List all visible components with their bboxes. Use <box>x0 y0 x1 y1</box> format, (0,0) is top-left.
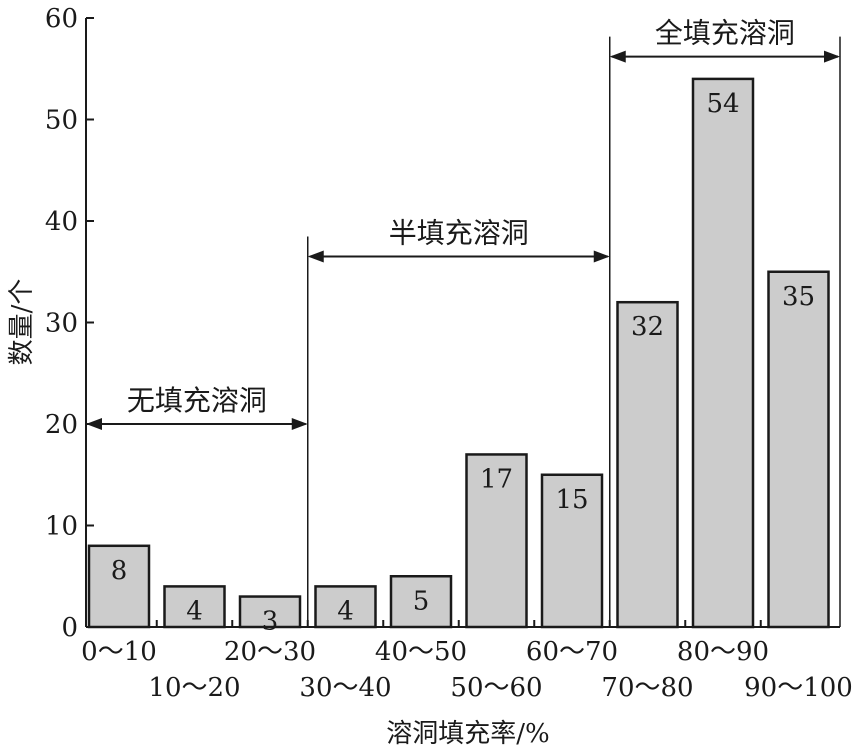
bar-value-label: 17 <box>480 464 513 494</box>
region-label: 半填充溶洞 <box>389 217 529 250</box>
y-tick-label: 30 <box>45 309 78 339</box>
x-tick-label: 90～100 <box>744 673 853 703</box>
region-label: 无填充溶洞 <box>127 384 267 417</box>
bar <box>465 453 528 629</box>
y-tick-label: 40 <box>45 207 78 237</box>
bar <box>389 575 453 629</box>
arrow-head-right <box>291 418 308 430</box>
x-tick-label: 70～80 <box>601 673 693 703</box>
bar <box>238 595 302 629</box>
x-tick-label: 40～50 <box>375 637 467 667</box>
bar-value-label: 8 <box>111 556 128 586</box>
x-tick-label: 10～20 <box>148 673 240 703</box>
bar <box>314 585 377 629</box>
bar-value-label: 4 <box>186 596 203 626</box>
x-tick-label: 50～60 <box>450 673 542 703</box>
bar <box>691 77 755 629</box>
bar <box>616 300 679 629</box>
y-tick-label: 50 <box>45 106 78 136</box>
y-tick-label: 10 <box>45 512 78 542</box>
bar-value-label: 15 <box>555 485 588 515</box>
arrow-head-right <box>593 250 610 263</box>
region-label: 全填充溶洞 <box>655 17 795 50</box>
y-axis-label: 数量/个 <box>7 279 37 366</box>
bar-value-label: 35 <box>782 282 815 312</box>
bar <box>767 270 830 629</box>
arrow-head-left <box>609 50 626 63</box>
bar <box>87 544 151 629</box>
bars: 8 4 3 4 5 17 15 32 54 35 <box>87 77 830 637</box>
x-axis-label: 溶洞填充率/% <box>386 719 549 749</box>
bar-value-label: 54 <box>706 89 739 119</box>
bar-value-label: 4 <box>337 596 354 626</box>
x-tick-label: 0～10 <box>81 637 157 667</box>
arrow-head-left <box>307 250 324 263</box>
bar-value-label: 32 <box>631 312 664 342</box>
x-tick-label: 30～40 <box>299 673 391 703</box>
y-ticks: 0 10 20 30 40 50 60 <box>45 4 94 643</box>
bar-value-label: 5 <box>413 586 430 616</box>
x-tick-label: 80～90 <box>677 637 769 667</box>
bar <box>540 473 604 629</box>
bar <box>163 585 226 629</box>
x-tick-label: 60～70 <box>526 637 618 667</box>
arrow-head-left <box>86 418 102 430</box>
y-tick-label: 60 <box>45 4 78 34</box>
bar-value-label: 3 <box>262 607 279 637</box>
arrow-head-right <box>824 50 840 63</box>
x-tick-label: 20～30 <box>224 637 316 667</box>
y-tick-label: 0 <box>61 613 78 643</box>
y-tick-label: 20 <box>45 410 78 440</box>
annotations: 无填充溶洞 半填充溶洞 全填充溶洞 <box>86 17 841 627</box>
x-tick-labels: 0～10 10～20 20～30 30～40 40～50 50～60 60～70 70～80 8… <box>81 620 853 703</box>
